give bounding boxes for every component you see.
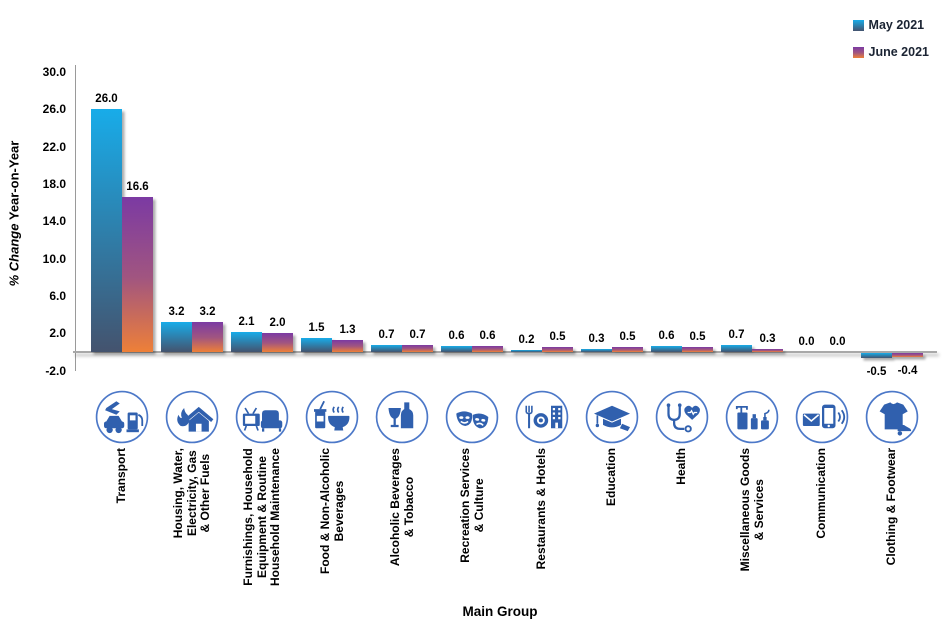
bar-value-label: 0.2 [518, 334, 535, 347]
category-label: Transport [114, 448, 129, 504]
y-axis-line [75, 65, 76, 371]
legend-swatch-may-icon [852, 19, 864, 31]
bar-value-label: 2.1 [238, 316, 255, 329]
category-label: Alcoholic Beverages & Tobacco [387, 448, 416, 567]
clothing-footwear-icon [865, 390, 919, 444]
bar-value-label: 0.7 [378, 329, 395, 342]
category-label: Housing, Water, Electricity, Gas & Other… [170, 448, 212, 539]
legend-item-may: May 2021 [852, 18, 929, 32]
alcoholic-beverages-icon [375, 390, 429, 444]
legend: May 2021 June 2021 [852, 18, 929, 72]
bar-june-2 [262, 333, 293, 352]
bar-value-label: 0.7 [728, 329, 745, 342]
bar-june-8 [682, 347, 713, 352]
y-tick-label: 18.0 [42, 177, 66, 191]
y-tick-label: 10.0 [42, 251, 66, 266]
bar-value-label: 3.2 [168, 306, 185, 319]
recreation-icon [445, 390, 499, 444]
bar-may-3 [301, 338, 332, 352]
bar-value-label: 0.3 [759, 333, 776, 346]
bar-june-9 [752, 349, 783, 352]
category-label: Miscellaneous Goods & Services [737, 448, 766, 572]
bar-june-3 [332, 339, 363, 352]
food-beverages-icon [305, 390, 359, 444]
y-tick-label: 26.0 [42, 102, 66, 117]
bar-june-7 [612, 347, 643, 352]
bar-value-label: 16.6 [126, 181, 149, 194]
bar-may-2 [231, 332, 262, 352]
y-tick-label: 22.0 [42, 139, 66, 154]
legend-label-june: June 2021 [868, 45, 929, 59]
bar-may-1 [161, 322, 192, 352]
bar-value-label: 0.5 [549, 331, 566, 344]
bar-value-label: 0.5 [689, 331, 706, 344]
category-label: Education [604, 448, 619, 507]
bar-value-label: 1.5 [308, 322, 325, 334]
bar-value-label: -0.4 [897, 364, 918, 377]
y-tick-label: 14.0 [42, 214, 66, 229]
bar-value-label: 0.6 [479, 330, 496, 343]
bar-value-label: 0.7 [409, 329, 426, 342]
bar-value-label: 2.0 [269, 317, 286, 330]
legend-label-may: May 2021 [868, 18, 925, 32]
category-label: Furnishings, Household Equipment & Routi… [240, 448, 282, 587]
bar-may-7 [581, 349, 612, 352]
bar-june-6 [542, 347, 573, 352]
y-tick-label: 6.0 [49, 289, 66, 303]
bar-june-4 [402, 345, 433, 352]
category-label: Communication [814, 448, 829, 539]
bar-value-label: 3.2 [199, 306, 216, 319]
legend-swatch-june-icon [852, 46, 864, 58]
y-tick-label: 30.0 [42, 65, 66, 79]
bar-value-label: 0.0 [829, 336, 846, 348]
bar-may-6 [511, 350, 542, 352]
furnishings-icon [235, 390, 289, 444]
bar-june-11 [892, 353, 923, 357]
y-tick-label: 2.0 [49, 326, 66, 341]
bar-may-4 [371, 345, 402, 352]
bar-june-0 [122, 197, 153, 352]
bar-value-label: -0.5 [866, 365, 887, 378]
bar-value-label: 0.6 [448, 330, 465, 343]
category-label: Restaurants & Hotels [534, 448, 549, 570]
bar-may-5 [441, 346, 472, 352]
legend-item-june: June 2021 [852, 45, 929, 59]
housing-icon [165, 390, 219, 444]
bar-value-label: 0.0 [798, 336, 815, 348]
bar-value-label: 1.3 [339, 323, 356, 336]
bar-value-label: 26.0 [95, 93, 118, 106]
health-icon [655, 390, 709, 444]
bar-value-label: 0.5 [619, 331, 636, 344]
education-icon [585, 390, 639, 444]
bar-value-label: 0.6 [658, 330, 675, 343]
x-axis-line [73, 351, 937, 353]
transport-icon [95, 390, 149, 444]
category-label: Food & Non-Alcoholic Beverages [317, 448, 346, 574]
bar-may-9 [721, 345, 752, 352]
y-tick-label: -2.0 [45, 363, 66, 378]
miscellaneous-goods-icon [725, 390, 779, 444]
x-axis-title: Main Group [462, 604, 538, 619]
bar-may-11 [861, 353, 892, 358]
restaurants-hotels-icon [515, 390, 569, 444]
bar-june-5 [472, 346, 503, 352]
communication-icon [795, 390, 849, 444]
bar-may-8 [651, 346, 682, 352]
category-label: Recreation Services & Culture [457, 448, 486, 563]
category-label: Health [674, 448, 689, 485]
bar-may-0 [91, 109, 122, 352]
bar-value-label: 0.3 [588, 333, 605, 346]
bar-june-1 [192, 322, 223, 352]
category-label: Clothing & Footwear [884, 448, 899, 566]
